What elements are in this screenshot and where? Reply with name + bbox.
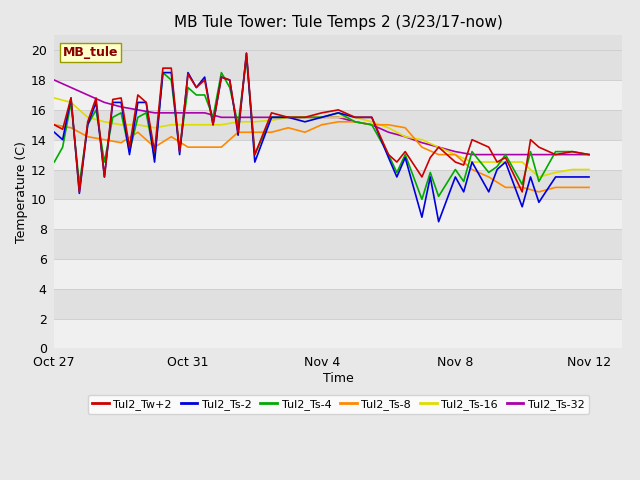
Bar	[54, 110, 623, 140]
Legend: Tul2_Tw+2, Tul2_Ts-2, Tul2_Ts-4, Tul2_Ts-8, Tul2_Ts-16, Tul2_Ts-32: Tul2_Tw+2, Tul2_Ts-2, Tul2_Ts-4, Tul2_Ts…	[88, 395, 589, 414]
X-axis label: Time: Time	[323, 372, 354, 385]
Bar	[54, 199, 623, 229]
Title: MB Tule Tower: Tule Temps 2 (3/23/17-now): MB Tule Tower: Tule Temps 2 (3/23/17-now…	[174, 15, 503, 30]
Text: MB_tule: MB_tule	[63, 46, 118, 59]
Bar	[54, 80, 623, 110]
Bar	[54, 289, 623, 319]
Bar	[54, 50, 623, 80]
Bar	[54, 140, 623, 169]
Y-axis label: Temperature (C): Temperature (C)	[15, 141, 28, 243]
Bar	[54, 319, 623, 348]
Bar	[54, 229, 623, 259]
Bar	[54, 259, 623, 289]
Bar	[54, 169, 623, 199]
